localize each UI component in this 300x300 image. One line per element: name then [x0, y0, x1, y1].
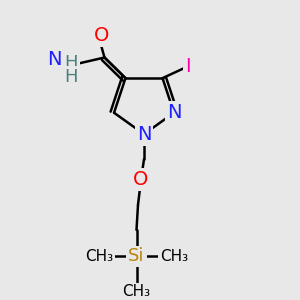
Text: N: N: [167, 103, 181, 122]
Text: N: N: [137, 124, 151, 144]
Text: H: H: [65, 54, 78, 72]
Text: O: O: [133, 170, 149, 189]
Text: CH₃: CH₃: [122, 284, 151, 299]
Text: CH₃: CH₃: [85, 249, 113, 264]
Text: Si: Si: [128, 248, 145, 266]
Text: N: N: [47, 50, 62, 69]
Text: CH₃: CH₃: [160, 249, 188, 264]
Text: O: O: [94, 26, 109, 45]
Text: H: H: [65, 68, 78, 86]
Text: I: I: [185, 57, 191, 76]
